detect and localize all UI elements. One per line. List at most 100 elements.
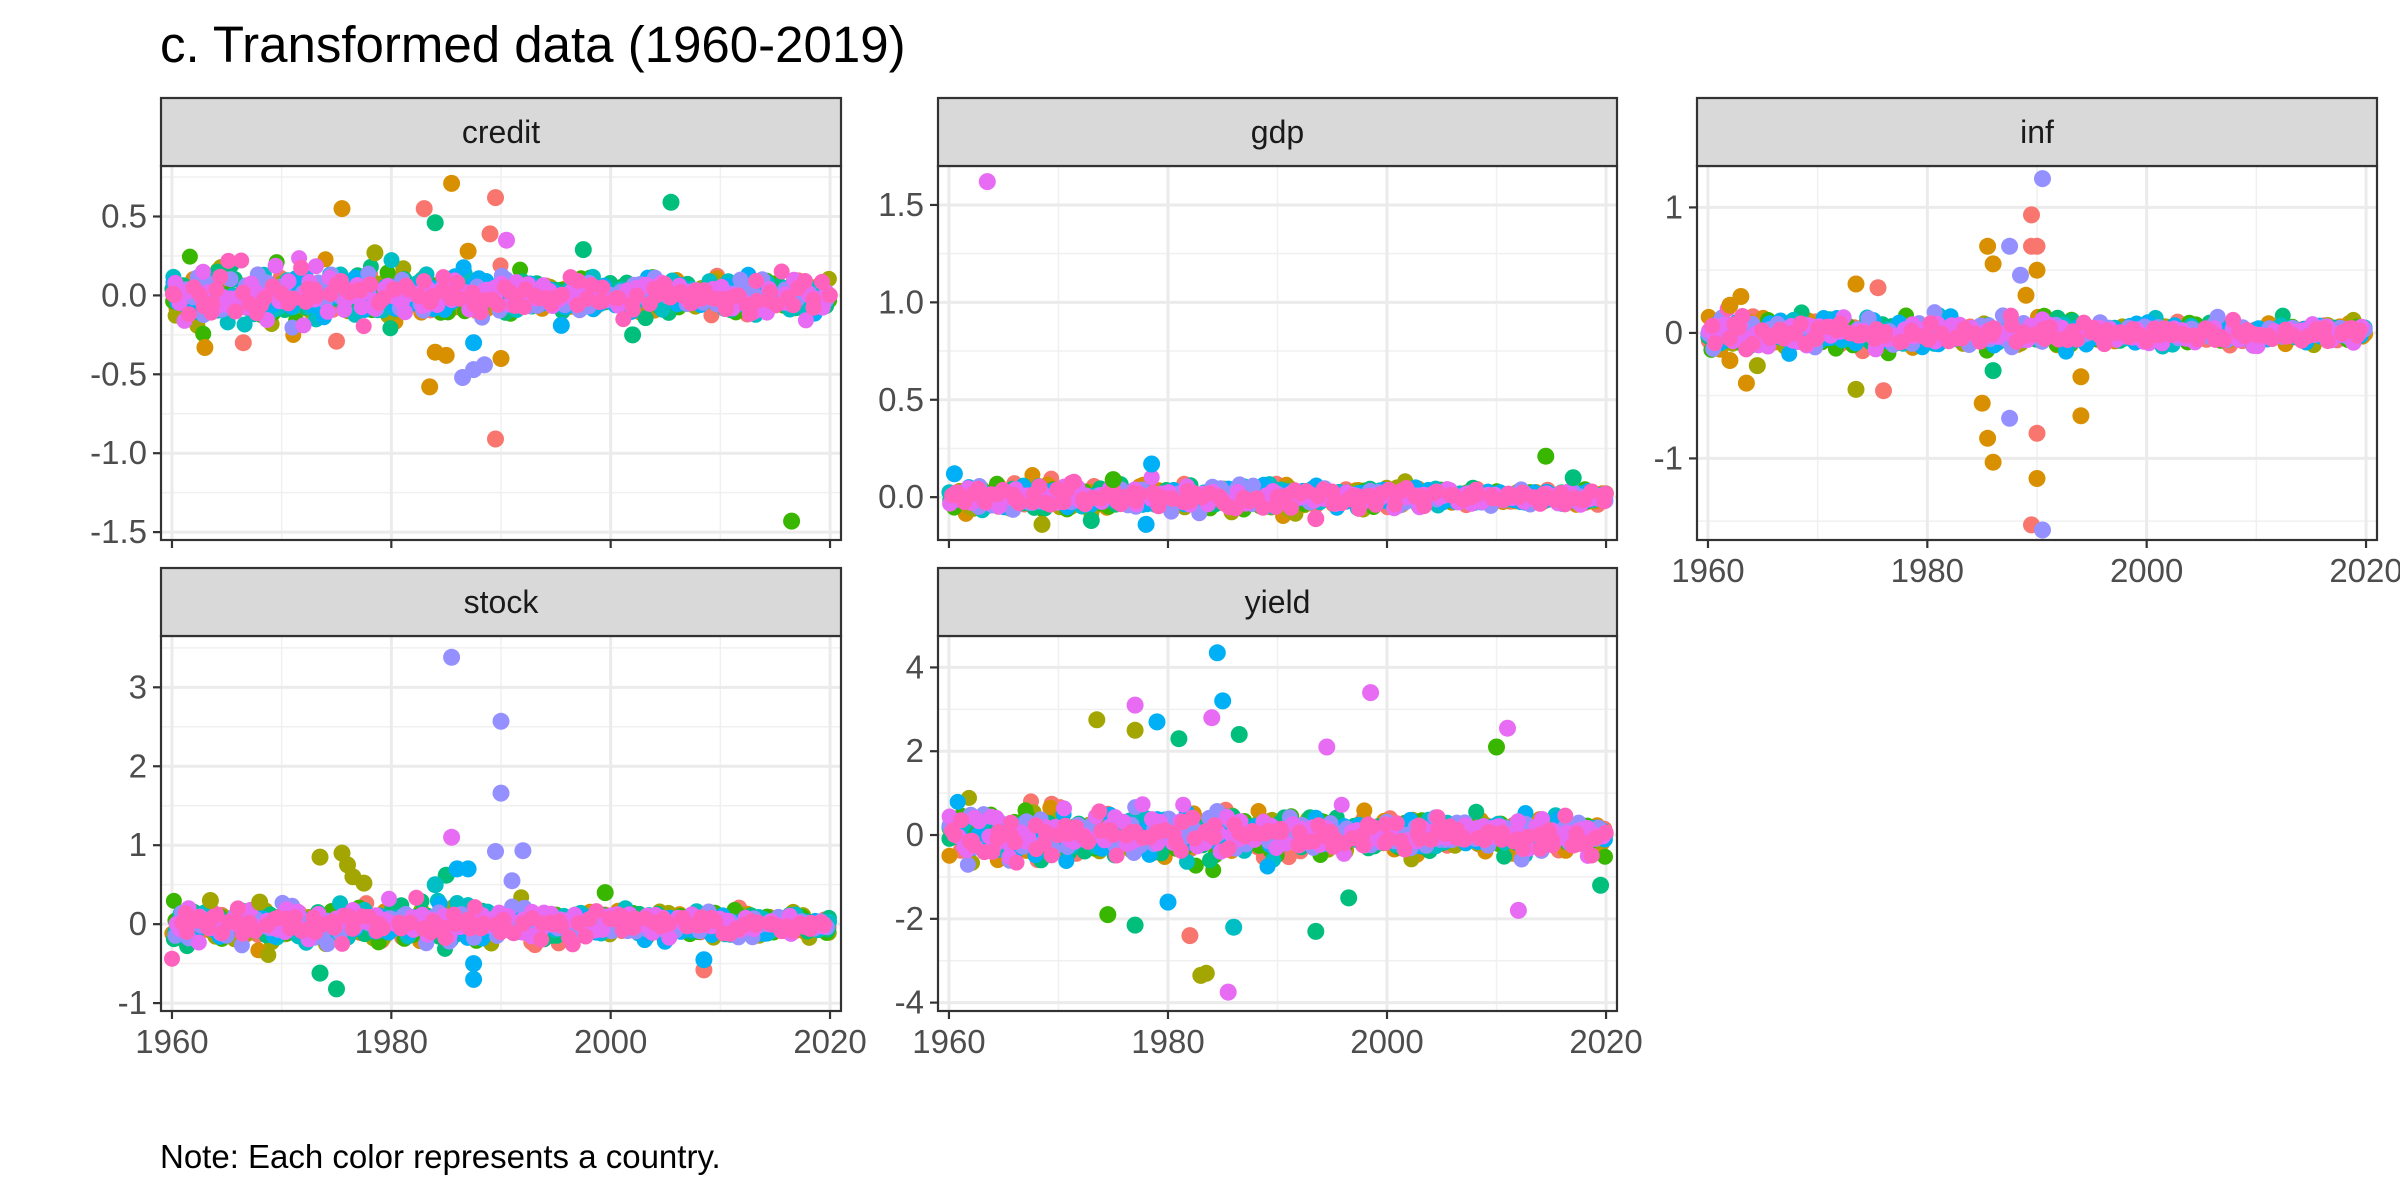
data-point	[2018, 327, 2035, 344]
data-point	[190, 909, 207, 926]
data-point	[593, 293, 610, 310]
data-point	[1010, 495, 1027, 512]
data-point	[553, 286, 570, 303]
data-point	[195, 325, 212, 342]
data-point	[495, 911, 512, 928]
data-point	[200, 919, 216, 936]
x-tick-label: 1980	[1891, 552, 1964, 589]
data-point	[533, 931, 550, 948]
data-point	[1596, 493, 1612, 510]
outlier-point	[443, 828, 461, 846]
data-point	[285, 290, 302, 307]
data-point	[816, 916, 832, 933]
data-point	[1468, 486, 1485, 503]
data-point	[672, 283, 689, 300]
data-point	[661, 929, 678, 946]
data-point	[241, 914, 258, 931]
data-point	[588, 903, 605, 920]
outlier-point	[328, 332, 345, 350]
data-point	[256, 290, 273, 307]
facet-label: inf	[2020, 114, 2054, 150]
outlier-point	[2028, 237, 2046, 255]
data-point	[2002, 307, 2019, 324]
data-point	[1066, 473, 1082, 490]
data-point	[422, 294, 439, 311]
outlier-point	[487, 430, 504, 448]
y-tick-label: -1.0	[90, 434, 147, 471]
data-point	[1131, 486, 1148, 503]
data-point	[1031, 478, 1048, 495]
outlier-point	[2028, 261, 2046, 279]
data-point	[805, 291, 822, 308]
outlier-point	[443, 174, 461, 192]
outlier-point	[487, 189, 504, 207]
outlier-point	[1973, 394, 1991, 412]
data-point	[1215, 494, 1232, 511]
points-layer	[1700, 170, 2374, 539]
data-point	[319, 303, 336, 320]
data-point	[1792, 315, 1809, 332]
outlier-point	[945, 465, 963, 483]
data-point	[264, 278, 281, 295]
outlier-point	[552, 316, 570, 334]
data-point	[2096, 336, 2113, 353]
outlier-point	[1979, 237, 1997, 255]
data-point	[1245, 477, 1262, 494]
data-point	[2349, 327, 2366, 344]
outlier-point	[2001, 409, 2019, 427]
outlier-point	[366, 244, 384, 262]
data-point	[1985, 320, 2002, 337]
data-point	[397, 304, 413, 321]
outlier-point	[426, 343, 444, 361]
outlier-point	[514, 842, 532, 860]
data-point	[707, 912, 723, 929]
y-tick-label: 0.5	[101, 197, 147, 234]
y-tick-label: 1	[1665, 188, 1683, 225]
outlier-point	[2034, 521, 2051, 539]
outlier-point	[2028, 424, 2046, 442]
outlier-point	[1979, 429, 1997, 447]
data-point	[1445, 487, 1462, 504]
data-point	[1781, 345, 1798, 362]
outlier-point	[1137, 515, 1155, 533]
data-point	[1933, 325, 1950, 342]
data-point	[610, 290, 627, 306]
data-point	[748, 292, 765, 309]
data-point	[2264, 331, 2281, 347]
data-point	[1428, 483, 1445, 500]
outlier-point	[1984, 255, 2002, 273]
data-point	[748, 272, 765, 289]
outlier-point	[2034, 170, 2051, 188]
outlier-point	[443, 648, 461, 666]
outlier-point	[783, 512, 801, 530]
outlier-point	[311, 848, 329, 866]
outlier-point	[1537, 447, 1555, 465]
y-tick-label: 1.0	[878, 283, 924, 320]
data-point	[1877, 324, 1894, 341]
chart-title: c. Transformed data (1960-2019)	[160, 16, 906, 73]
outlier-point	[465, 334, 483, 352]
outlier-point	[2023, 206, 2040, 224]
y-tick-label: -0.5	[90, 355, 147, 392]
outlier-point	[2012, 266, 2029, 284]
data-point	[741, 305, 758, 322]
outlier-point	[459, 242, 477, 260]
data-point	[2293, 332, 2310, 349]
data-point	[1024, 494, 1041, 511]
data-point	[2216, 331, 2232, 348]
x-tick-label: 1960	[1671, 552, 1744, 589]
outlier-point	[1732, 288, 1750, 305]
outlier-point	[1104, 471, 1122, 489]
facet-label: gdp	[1251, 114, 1304, 150]
facet-label: credit	[462, 114, 540, 150]
data-point	[1413, 488, 1429, 505]
data-point	[1143, 469, 1160, 486]
data-point	[1369, 489, 1386, 506]
outlier-point	[1737, 374, 1755, 392]
data-point	[408, 889, 425, 906]
data-point	[398, 277, 414, 294]
data-point	[1283, 499, 1300, 516]
data-point	[660, 915, 677, 932]
data-point	[1922, 315, 1939, 332]
